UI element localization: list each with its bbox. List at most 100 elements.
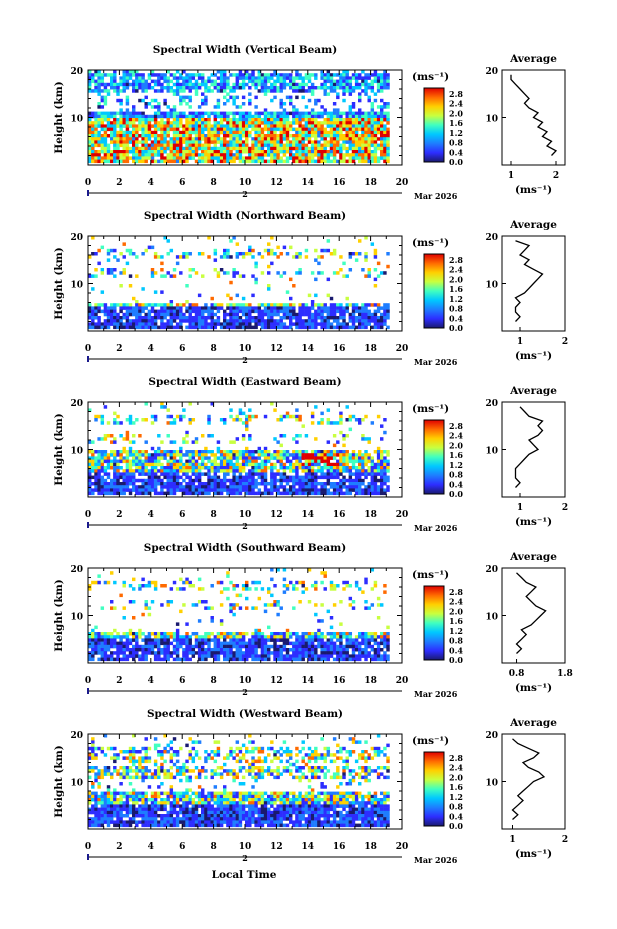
heatmap-cell: [307, 118, 312, 122]
heatmap-cell: [301, 134, 305, 138]
heatmap-cell: [354, 143, 359, 148]
heatmap-cell: [122, 121, 126, 125]
heatmap-cell: [373, 475, 378, 480]
heatmap-cell: [172, 118, 177, 122]
heatmap-cell: [175, 130, 180, 135]
heatmap-cell: [273, 146, 277, 151]
heatmap-cell: [257, 482, 262, 486]
heatmap-cell: [160, 86, 164, 90]
heatmap-cell: [298, 453, 302, 457]
heatmap-cell: [304, 306, 309, 310]
heatmap-cell: [172, 459, 177, 464]
heatmap-cell: [106, 316, 111, 320]
heatmap-cell: [97, 491, 101, 496]
heatmap-cell: [147, 472, 152, 476]
heatmap-cell: [213, 491, 218, 496]
heatmap-cell: [332, 303, 337, 307]
heatmap-cell: [182, 76, 186, 80]
heatmap-cell: [251, 274, 255, 278]
heatmap-cell: [301, 89, 305, 93]
heatmap-cell: [194, 111, 199, 116]
heatmap-cell: [128, 638, 133, 642]
heatmap-cell: [354, 475, 359, 480]
heatmap-cell: [204, 134, 208, 138]
heatmap-cell: [229, 127, 233, 132]
heatmap-cell: [364, 255, 368, 259]
heatmap-cell: [163, 98, 167, 103]
heatmap-cell: [216, 156, 221, 160]
heatmap-cell: [175, 453, 180, 457]
heatmap-cell: [310, 459, 315, 464]
heatmap-cell: [138, 114, 142, 119]
heatmap-cell: [241, 482, 246, 486]
heatmap-cell: [125, 418, 130, 422]
heatmap-cell: [157, 105, 161, 109]
heatmap-cell: [110, 459, 114, 464]
heatmap-cell: [113, 130, 117, 135]
heatmap-cell: [241, 95, 246, 100]
heatmap-cell: [153, 312, 158, 317]
heatmap-cell: [182, 488, 186, 492]
heatmap-cell: [163, 303, 167, 307]
heatmap-cell: [235, 466, 240, 470]
heatmap-cell: [336, 159, 340, 164]
heatmap-cell: [270, 456, 274, 460]
heatmap-cell: [185, 462, 189, 467]
heatmap-cell: [169, 127, 174, 132]
heatmap-cell: [226, 248, 230, 253]
heatmap-cell: [204, 303, 208, 307]
heatmap-cell: [88, 156, 92, 160]
heatmap-cell: [110, 312, 114, 317]
heatmap-cell: [144, 322, 148, 326]
heatmap-cell: [91, 453, 95, 457]
heatmap-cell: [273, 482, 277, 486]
heatmap-cell: [232, 140, 236, 144]
heatmap-cell: [150, 414, 155, 419]
heatmap-cell: [254, 156, 258, 160]
heatmap-cell: [342, 462, 346, 467]
heatmap-cell: [163, 453, 167, 457]
heatmap-cell: [367, 632, 371, 636]
heatmap-cell: [91, 79, 95, 84]
heatmap-cell: [320, 255, 324, 259]
heatmap-cell: [339, 124, 343, 128]
heatmap-cell: [197, 156, 202, 160]
heatmap-cell: [282, 114, 287, 119]
heatmap-cell: [304, 82, 309, 87]
heatmap-cell: [367, 114, 371, 119]
heatmap-cell: [260, 453, 265, 457]
heatmap-cell: [191, 472, 196, 476]
heatmap-cell: [238, 140, 243, 144]
heatmap-cell: [270, 137, 274, 141]
heatmap-cell: [204, 485, 208, 489]
heatmap-cell: [166, 156, 170, 160]
heatmap-cell: [125, 478, 130, 483]
colorbar-tick-label: 1.2: [449, 460, 463, 470]
heatmap-cell: [232, 453, 236, 457]
heatmap-cell: [251, 306, 255, 310]
heatmap-cell: [135, 485, 139, 489]
heatmap-cell: [292, 482, 296, 486]
heatmap-cell: [106, 309, 111, 314]
heatmap-cell: [339, 414, 343, 419]
heatmap-cell: [229, 580, 233, 585]
heatmap-cell: [345, 478, 349, 483]
heatmap-cell: [326, 456, 331, 460]
heatmap-cell: [263, 159, 268, 164]
heatmap-cell: [103, 632, 108, 636]
heatmap-cell: [254, 469, 258, 473]
heatmap-cell: [191, 584, 196, 588]
heatmap-cell: [289, 316, 293, 320]
heatmap-cell: [141, 322, 145, 326]
heatmap-cell: [213, 319, 218, 323]
heatmap-cell: [326, 453, 331, 457]
heatmap-cell: [273, 312, 277, 317]
colorbar-tick-label: 1.2: [449, 294, 463, 304]
heatmap-cell: [370, 89, 375, 93]
heatmap-cell: [110, 485, 114, 489]
heatmap-cell: [320, 150, 324, 154]
heatmap-cell: [241, 156, 246, 160]
heatmap-cell: [317, 453, 321, 457]
heatmap-cell: [383, 70, 387, 74]
heatmap-cell: [132, 150, 136, 154]
